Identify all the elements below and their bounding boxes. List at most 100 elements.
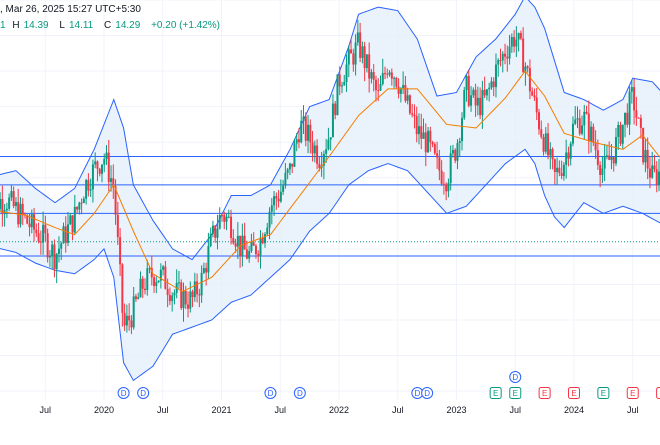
marker-label: D [297,389,303,398]
candle-body [309,124,312,143]
dividend-marker[interactable]: D [293,387,306,399]
candle-body [368,54,371,79]
candle-body [533,95,536,98]
candle-body [187,304,190,309]
candle-body [334,103,337,116]
candle-body [30,214,33,228]
earnings-marker[interactable]: E [568,387,580,399]
candle-body [365,54,368,69]
candle-body [429,130,432,143]
earnings-marker[interactable]: E [509,387,522,399]
candle-body [494,64,497,88]
candle-body [114,186,117,215]
candle-body [510,37,513,47]
candle-body [492,81,495,88]
candle-body [653,165,656,170]
earnings-marker[interactable]: E [626,387,639,399]
event-markers[interactable]: DDDDDDEEDEEEEEE [117,371,660,399]
earnings-marker[interactable]: E [489,387,502,399]
candle-body [241,235,244,256]
candle-body [562,164,565,177]
x-tick-label: Jul [274,405,286,415]
candle-body [48,255,51,258]
candle-body [470,95,473,106]
candle-body [644,150,647,163]
earnings-marker[interactable]: E [538,387,551,399]
x-tick-label: Jul [39,405,51,415]
candle-body [67,224,70,243]
candle-body [626,112,629,125]
candle-body [236,235,239,247]
candle-body [581,125,584,134]
header-date-text: , Mar 26, 2025 15:27 UTC+5:30 [0,4,141,15]
candle-body [472,89,475,96]
candle-body [479,97,482,116]
candle-body [624,112,627,125]
earnings-marker[interactable]: E [597,387,610,399]
candle-body [639,118,642,128]
candle-body [322,153,325,166]
candle-body [316,145,319,164]
candle-body [395,77,398,87]
candle-body [293,143,296,167]
dividend-marker[interactable]: D [264,387,277,399]
candle-body [488,87,491,90]
candle-body [275,196,278,199]
bollinger-bands [0,0,660,382]
candle-body [268,211,271,228]
marker-circle [264,387,277,399]
low-value: 14.11 [68,20,94,31]
candle-body [153,277,156,286]
candle-body [567,152,570,159]
dividend-marker[interactable]: D [421,387,434,399]
candle-body [223,214,226,222]
candle-body [465,75,468,90]
marker-label: D [140,389,146,398]
dividend-marker[interactable]: D [137,387,150,399]
marker-label: D [268,389,274,398]
marker-box [489,387,502,399]
candle-body [148,268,151,270]
candle-body [526,66,529,69]
candle-body [3,210,6,213]
candle-body [345,64,348,83]
candle-body [51,244,54,256]
candle-body [551,148,554,160]
x-tick-label: Jul [627,405,639,415]
candle-body [633,87,636,111]
candle-body [456,142,459,161]
candle-body [424,132,427,153]
candle-body [132,296,135,328]
candle-body [182,290,185,309]
candle-body [234,243,237,247]
candle-body [522,38,525,73]
candle-body [449,153,452,183]
candle-body [211,225,214,234]
candle-body [379,84,382,91]
candle-body [596,150,599,165]
candle-body [517,33,520,40]
candle-body [338,74,341,87]
candle-body [447,182,450,192]
candle-body [540,129,543,137]
x-tick-label: Jul [157,405,169,415]
dividend-marker[interactable]: D [509,371,522,383]
candle-body [474,89,477,106]
candle-body [91,164,94,190]
candle-body [565,152,568,165]
open-value-fragment: 1 [0,20,6,31]
dividend-marker[interactable]: D [117,387,130,399]
candle-body [193,281,196,298]
candle-body [119,237,122,265]
candle-body [162,266,165,270]
earnings-marker[interactable]: E [656,387,660,399]
candle-body [433,144,436,154]
candle-body [347,49,350,65]
candle-body [69,215,72,225]
candle-body [264,234,267,244]
candle-body [76,206,79,210]
marker-box [656,387,660,399]
candle-body [35,229,38,234]
